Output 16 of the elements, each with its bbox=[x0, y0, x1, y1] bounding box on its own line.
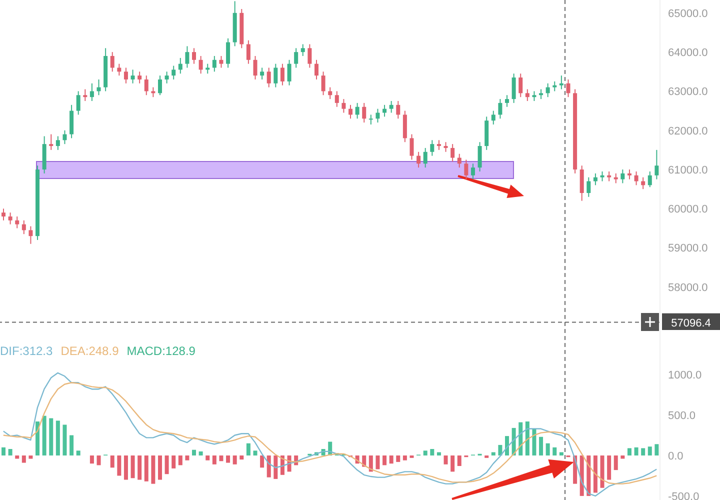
y-tick-label: 500.0 bbox=[668, 410, 696, 422]
series-label: DIF:312.3 bbox=[0, 344, 53, 358]
y-tick-label: 62000.0 bbox=[668, 125, 708, 138]
text: DEA:248.9 bbox=[60, 344, 119, 358]
y-tick-label: 58000.0 bbox=[668, 282, 708, 294]
y-tick-label: 0.0 bbox=[668, 450, 684, 462]
y-tick-label: 64000.0 bbox=[668, 46, 708, 59]
y-tick-label: 63000.0 bbox=[668, 86, 708, 98]
y-tick-label: -500.0 bbox=[668, 490, 700, 500]
ref-line-label: 57096.4 bbox=[671, 317, 711, 330]
y-tick-label: 61000.0 bbox=[668, 164, 708, 176]
y-tick-label: 59000.0 bbox=[668, 242, 708, 255]
y-tick-label: 65000.0 bbox=[668, 8, 708, 20]
y-tick-label: 60000.0 bbox=[668, 204, 708, 216]
y-tick-label: 1000.0 bbox=[668, 369, 702, 382]
text: MACD:128.9 bbox=[126, 344, 196, 358]
